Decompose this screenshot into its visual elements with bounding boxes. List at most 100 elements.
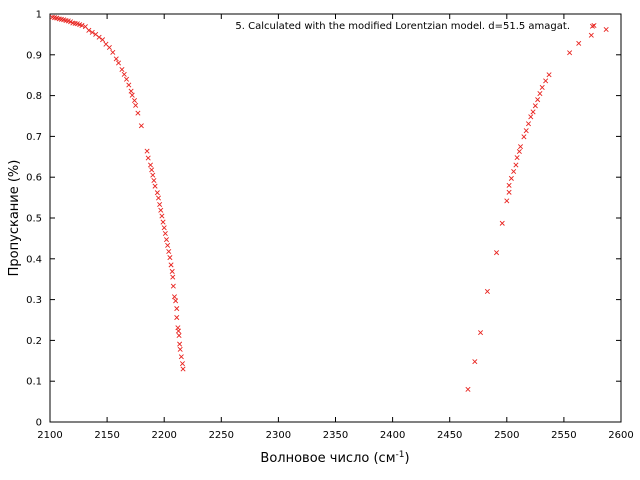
- data-point: [113, 56, 119, 62]
- data-point: [116, 60, 122, 66]
- data-point: [494, 250, 500, 256]
- x-tick-label: 2500: [494, 430, 519, 441]
- x-axis-title: Волновое число (см-1): [260, 450, 409, 466]
- data-point: [180, 366, 186, 372]
- data-point: [484, 288, 490, 294]
- data-point: [147, 162, 154, 168]
- data-point: [86, 27, 92, 33]
- x-tick-label: 2550: [551, 430, 576, 441]
- data-point: [170, 283, 176, 289]
- x-axis-title-close: ): [404, 451, 409, 466]
- data-point: [177, 346, 183, 352]
- data-point: [499, 220, 505, 226]
- data-point: [162, 230, 168, 237]
- data-point: [121, 71, 127, 77]
- y-tick-label: 0: [36, 418, 42, 429]
- data-point: [174, 306, 180, 312]
- legend-marker: [591, 22, 597, 29]
- data-point: [567, 50, 573, 56]
- data-point: [175, 328, 181, 334]
- data-point: [154, 190, 160, 196]
- data-point: [129, 92, 135, 98]
- x-tick-label: 2250: [209, 430, 234, 441]
- data-point: [145, 155, 151, 161]
- data-point: [504, 198, 510, 204]
- x-axis-title-main: Волновое число (см: [260, 451, 395, 466]
- data-point: [133, 102, 139, 108]
- data-point: [126, 82, 132, 88]
- data-point: [525, 121, 532, 127]
- x-tick-label: 2350: [323, 430, 348, 441]
- x-tick-label: 2300: [266, 430, 291, 441]
- data-point: [523, 128, 529, 134]
- y-tick-label: 0.5: [26, 214, 42, 225]
- y-tick-label: 0.6: [26, 173, 42, 184]
- data-point: [521, 134, 527, 140]
- data-point: [588, 32, 594, 38]
- x-tick-label: 2200: [151, 430, 176, 441]
- y-tick-label: 0.4: [26, 254, 42, 265]
- data-point: [161, 225, 167, 231]
- data-point: [511, 168, 517, 175]
- data-point: [543, 78, 549, 84]
- data-point: [150, 172, 156, 178]
- data-point: [589, 23, 595, 29]
- data-point: [160, 219, 166, 225]
- x-tick-label: 2100: [37, 430, 62, 441]
- y-tick-label: 0.8: [26, 91, 42, 102]
- data-point: [539, 84, 545, 90]
- data-point: [168, 262, 174, 268]
- data-point: [157, 202, 163, 208]
- data-point: [167, 255, 173, 261]
- data-point: [106, 44, 112, 50]
- data-point: [472, 359, 478, 365]
- data-point: [174, 315, 180, 321]
- data-point: [128, 88, 134, 94]
- data-point: [514, 155, 520, 161]
- data-point: [79, 22, 85, 28]
- x-tick-label: 2450: [437, 430, 462, 441]
- data-point: [535, 97, 541, 103]
- legend-label: 5. Calculated with the modified Lorentzi…: [235, 21, 570, 32]
- data-point: [159, 213, 165, 219]
- y-tick-label: 0.9: [26, 50, 42, 61]
- data-point: [158, 207, 164, 213]
- data-point: [508, 175, 514, 181]
- data-point: [173, 298, 179, 304]
- data-point: [165, 242, 171, 248]
- data-point: [546, 72, 552, 78]
- y-tick-label: 1: [36, 10, 42, 21]
- data-point: [166, 248, 172, 254]
- data-point: [149, 167, 155, 173]
- data-point: [155, 195, 162, 201]
- data-point: [506, 182, 512, 188]
- data-point: [119, 66, 125, 73]
- data-point: [171, 294, 177, 300]
- data-point: [506, 189, 512, 195]
- data-point: [110, 49, 116, 55]
- x-tick-label: 2150: [94, 430, 119, 441]
- data-point: [123, 76, 130, 82]
- data-point: [603, 26, 609, 33]
- data-point: [151, 177, 157, 183]
- x-tick-label: 2600: [608, 430, 633, 441]
- data-point: [169, 268, 175, 274]
- data-point: [100, 37, 106, 43]
- y-axis-title: Пропускание (%): [7, 160, 22, 277]
- data-point: [144, 148, 150, 154]
- data-point: [537, 91, 543, 97]
- data-point: [177, 341, 183, 347]
- x-axis-title-exponent: -1: [396, 450, 405, 460]
- data-point: [179, 361, 185, 367]
- data-point: [131, 97, 138, 104]
- data-point: [135, 110, 141, 116]
- data-point: [163, 237, 170, 243]
- data-point: [465, 386, 471, 392]
- data-point: [530, 109, 536, 115]
- axis-ticks: 2100 2150 2200 2250 2300 2350 2400 2450 2500 2550…: [26, 10, 634, 442]
- y-tick-label: 0.3: [26, 295, 42, 306]
- data-point: [96, 34, 102, 40]
- data-point: [170, 274, 176, 280]
- y-tick-label: 0.2: [26, 336, 42, 347]
